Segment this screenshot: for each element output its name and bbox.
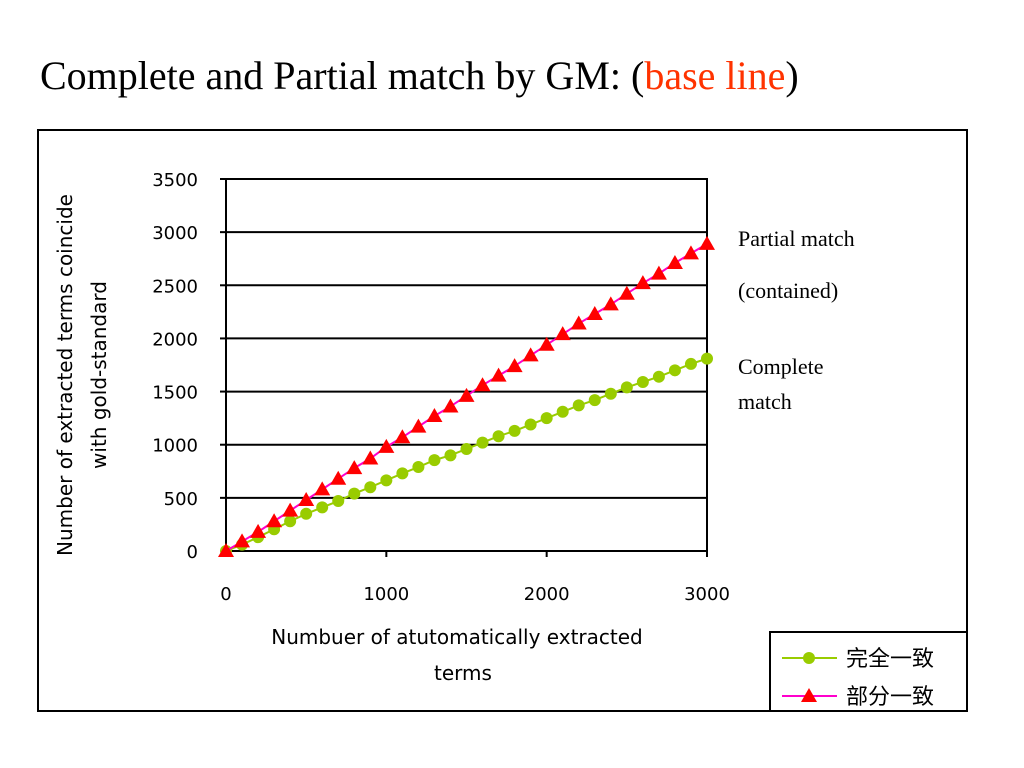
point-0-15 [460, 442, 473, 455]
point-1-27 [650, 265, 667, 280]
point-1-13 [426, 408, 443, 423]
series-1 [218, 235, 715, 557]
point-0-5 [300, 507, 313, 520]
point-1-25 [618, 285, 635, 300]
title-prefix: Complete and Partial match by GM: ( [40, 53, 645, 98]
point-1-21 [554, 326, 571, 341]
legend-label-partial: 部分一致 [846, 685, 934, 710]
x-tick-label-1: 1000 [363, 584, 409, 605]
plot-area [225, 178, 708, 552]
slide-title: Complete and Partial match by GM: (base … [40, 52, 799, 99]
point-1-22 [570, 315, 587, 330]
point-0-7 [332, 495, 345, 508]
point-1-20 [538, 336, 555, 351]
point-1-8 [346, 460, 363, 475]
point-1-17 [490, 367, 507, 382]
chart-frame: 0 500 1000 1500 2000 2500 3000 3500 0 1000 2000 300… [37, 129, 968, 712]
title-suffix: ) [785, 53, 799, 98]
y-tick-label-4: 2000 [152, 329, 198, 350]
legend-label-complete: 完全一致 [846, 647, 934, 672]
point-0-10 [380, 474, 393, 487]
y-axis-title: Number of extracted terms coincide with … [53, 194, 111, 556]
point-1-2 [250, 523, 267, 538]
legend-marker-complete [803, 652, 815, 664]
point-1-18 [506, 358, 523, 373]
point-1-14 [442, 398, 459, 413]
point-1-23 [586, 305, 603, 320]
point-1-3 [266, 513, 283, 528]
y-tick-label-2: 1000 [152, 436, 198, 457]
y-tick-label-1: 500 [164, 489, 198, 510]
y-tick-label-5: 2500 [152, 276, 198, 297]
point-0-22 [572, 399, 585, 412]
point-0-28 [668, 364, 681, 377]
point-1-26 [634, 275, 651, 290]
point-0-16 [476, 436, 489, 449]
point-1-15 [458, 387, 475, 402]
x-axis-title-line2: terms [434, 661, 492, 685]
point-0-19 [524, 418, 537, 431]
point-1-4 [282, 502, 299, 517]
point-1-24 [602, 296, 619, 311]
line-chart: 0 500 1000 1500 2000 2500 3000 3500 0 1000 2000 300… [53, 170, 966, 710]
y-tick-label-7: 3500 [152, 170, 198, 191]
point-1-5 [298, 491, 315, 506]
point-1-10 [378, 438, 395, 453]
point-1-28 [666, 254, 683, 269]
point-0-27 [652, 370, 665, 383]
legend-marker-partial [801, 688, 817, 702]
point-0-26 [636, 376, 649, 389]
point-0-21 [556, 405, 569, 418]
x-tick-label-0: 0 [220, 584, 231, 605]
point-0-18 [508, 424, 521, 437]
point-1-6 [314, 481, 331, 496]
point-1-30 [699, 235, 715, 250]
y-axis-title-line1: Number of extracted terms coincide [53, 194, 77, 556]
point-0-9 [364, 481, 377, 494]
legend: 完全一致 部分一致 [769, 631, 966, 710]
point-1-19 [522, 347, 539, 362]
point-0-29 [684, 357, 697, 370]
point-1-11 [394, 429, 411, 444]
point-1-1 [234, 533, 251, 548]
point-0-8 [348, 487, 361, 500]
point-0-20 [540, 412, 553, 425]
point-1-16 [474, 377, 491, 392]
point-1-29 [682, 245, 699, 260]
point-1-0 [218, 543, 234, 557]
point-0-11 [396, 467, 409, 480]
x-tick-label-3: 3000 [684, 584, 730, 605]
series-layer [218, 235, 715, 557]
series-0 [220, 352, 713, 557]
point-1-12 [410, 418, 427, 433]
axis-layer: 0 500 1000 1500 2000 2500 3000 3500 0 1000 2000 300… [152, 170, 730, 605]
point-0-12 [412, 461, 425, 474]
x-axis-title-line1: Numbuer of atutomatically extracted [271, 625, 643, 649]
point-0-17 [492, 430, 505, 443]
point-0-25 [620, 381, 633, 394]
point-0-13 [428, 454, 441, 467]
point-0-23 [588, 394, 601, 407]
point-0-4 [284, 515, 297, 528]
point-1-9 [362, 450, 379, 465]
grid-layer [226, 231, 707, 499]
point-0-30 [701, 352, 713, 365]
annotation-complete-line1: Complete [738, 354, 824, 379]
point-1-7 [330, 470, 347, 485]
title-accent: base line [644, 53, 786, 98]
y-tick-label-6: 3000 [152, 223, 198, 244]
point-0-24 [604, 387, 617, 400]
point-0-14 [444, 449, 457, 462]
annotation-partial-line1: Partial match [738, 226, 855, 251]
y-tick-label-3: 1500 [152, 383, 198, 404]
point-0-6 [316, 501, 329, 514]
annotation-complete-line2: match [738, 389, 792, 414]
annotation-partial-line2: (contained) [738, 278, 838, 303]
x-tick-label-2: 2000 [524, 584, 570, 605]
y-axis-title-line2: with gold-standard [87, 281, 111, 469]
y-tick-label-0: 0 [187, 542, 198, 563]
